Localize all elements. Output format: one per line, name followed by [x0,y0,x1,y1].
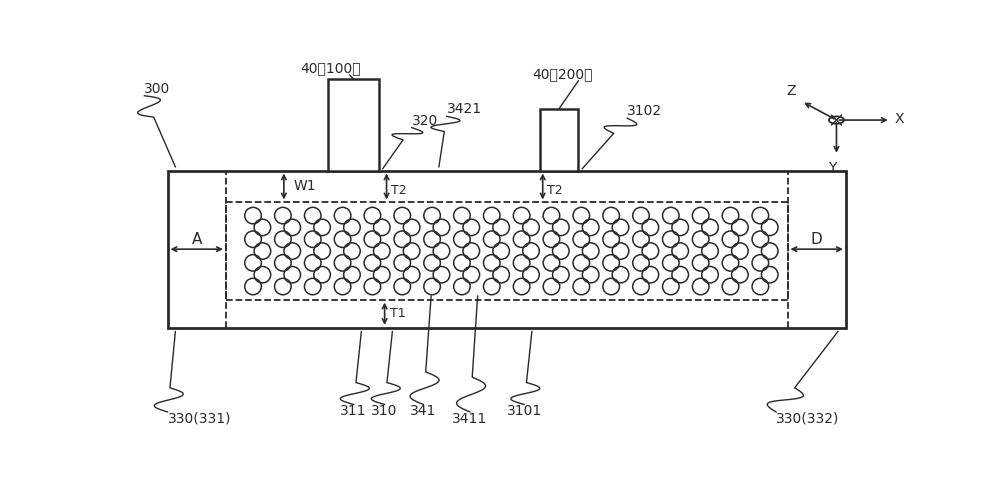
Bar [226,202,788,300]
Bar [328,79,379,171]
Text: 300: 300 [144,82,171,96]
Text: 320: 320 [412,114,438,127]
Text: 311: 311 [340,404,367,418]
Text: Y: Y [828,161,837,175]
Text: 330(331): 330(331) [168,412,231,426]
Text: 3102: 3102 [627,104,662,118]
Text: 40（100）: 40（100） [300,61,361,75]
Text: D: D [811,232,823,247]
Text: A: A [192,232,202,247]
Text: T2: T2 [547,184,562,197]
Bar [540,109,578,171]
Text: Z: Z [787,85,796,98]
Text: W1: W1 [293,179,316,193]
Text: 40（200）: 40（200） [533,67,593,81]
Bar [168,171,846,328]
Text: 341: 341 [410,404,437,418]
Text: T1: T1 [390,307,406,320]
Text: 3421: 3421 [447,103,482,116]
Text: 3411: 3411 [452,412,488,426]
Text: 3101: 3101 [507,404,542,418]
Text: X: X [895,112,904,126]
Text: T2: T2 [391,184,407,197]
Text: 310: 310 [371,404,398,418]
Text: 330(332): 330(332) [776,412,839,426]
